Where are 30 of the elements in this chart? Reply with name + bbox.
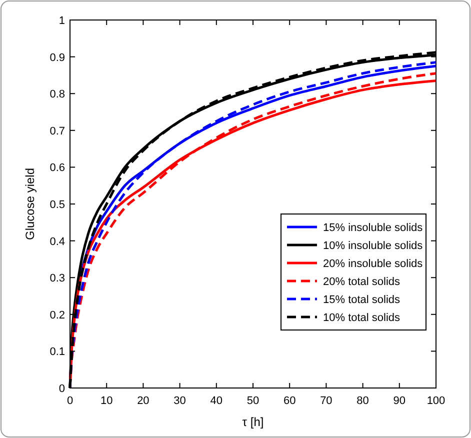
legend-label: 10% total solids xyxy=(323,312,401,324)
legend-label: 20% insoluble solids xyxy=(323,258,424,270)
y-tick-label: 0.9 xyxy=(50,52,65,64)
y-tick-label: 0 xyxy=(58,383,65,395)
x-tick-label: 100 xyxy=(426,395,446,407)
x-tick-label: 70 xyxy=(320,395,332,407)
x-tick-label: 90 xyxy=(393,395,406,407)
y-tick-label: 0.5 xyxy=(50,199,65,211)
y-tick-label: 0.7 xyxy=(50,125,65,138)
y-tick-label: 0.2 xyxy=(50,309,65,322)
x-axis-title: τ [h] xyxy=(242,415,264,429)
legend-label: 20% total solids xyxy=(323,276,401,288)
x-tick-label: 50 xyxy=(246,395,260,407)
legend-label: 15% insoluble solids xyxy=(323,222,424,234)
legend-label: 15% total solids xyxy=(323,294,401,306)
x-tick-label: 80 xyxy=(356,395,369,407)
y-tick-label: 1 xyxy=(58,15,65,27)
x-tick-label: 60 xyxy=(283,395,296,407)
x-tick-label: 20 xyxy=(137,395,150,407)
y-axis-title: Glucose yield xyxy=(23,168,37,240)
y-tick-label: 0.6 xyxy=(50,162,65,174)
y-tick-label: 0.4 xyxy=(50,236,65,248)
y-tick-label: 0.1 xyxy=(50,346,65,358)
x-tick-label: 40 xyxy=(210,395,223,407)
y-tick-label: 0.3 xyxy=(50,272,65,285)
x-tick-label: 10 xyxy=(100,395,113,407)
x-tick-label: 0 xyxy=(66,395,74,407)
y-tick-label: 0.8 xyxy=(50,88,65,101)
legend-label: 10% insoluble solids xyxy=(323,240,424,252)
x-tick-label: 30 xyxy=(174,395,186,407)
